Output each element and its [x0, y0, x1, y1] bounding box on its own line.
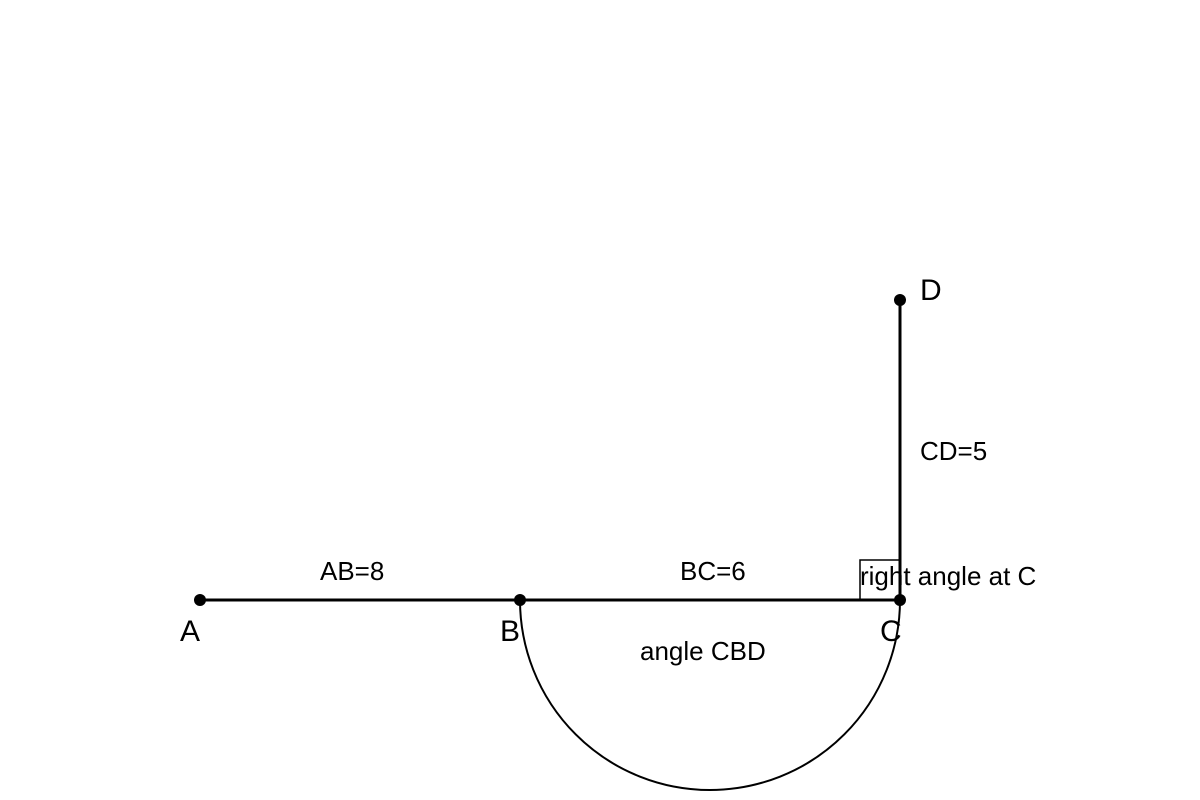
point-a — [194, 594, 206, 606]
annotation: angle CBD — [640, 636, 766, 666]
segment-label: CD=5 — [920, 436, 987, 466]
point-d — [894, 294, 906, 306]
point-label: C — [880, 615, 902, 648]
point-label: A — [180, 615, 200, 648]
segment-label: AB=8 — [320, 556, 384, 586]
angle-arc — [519, 599, 901, 791]
point-b — [514, 594, 526, 606]
annotation: right angle at C — [860, 561, 1036, 591]
point-label: D — [920, 274, 942, 307]
point-label: B — [500, 615, 520, 648]
point-c — [894, 594, 906, 606]
segment-label: BC=6 — [680, 556, 746, 586]
